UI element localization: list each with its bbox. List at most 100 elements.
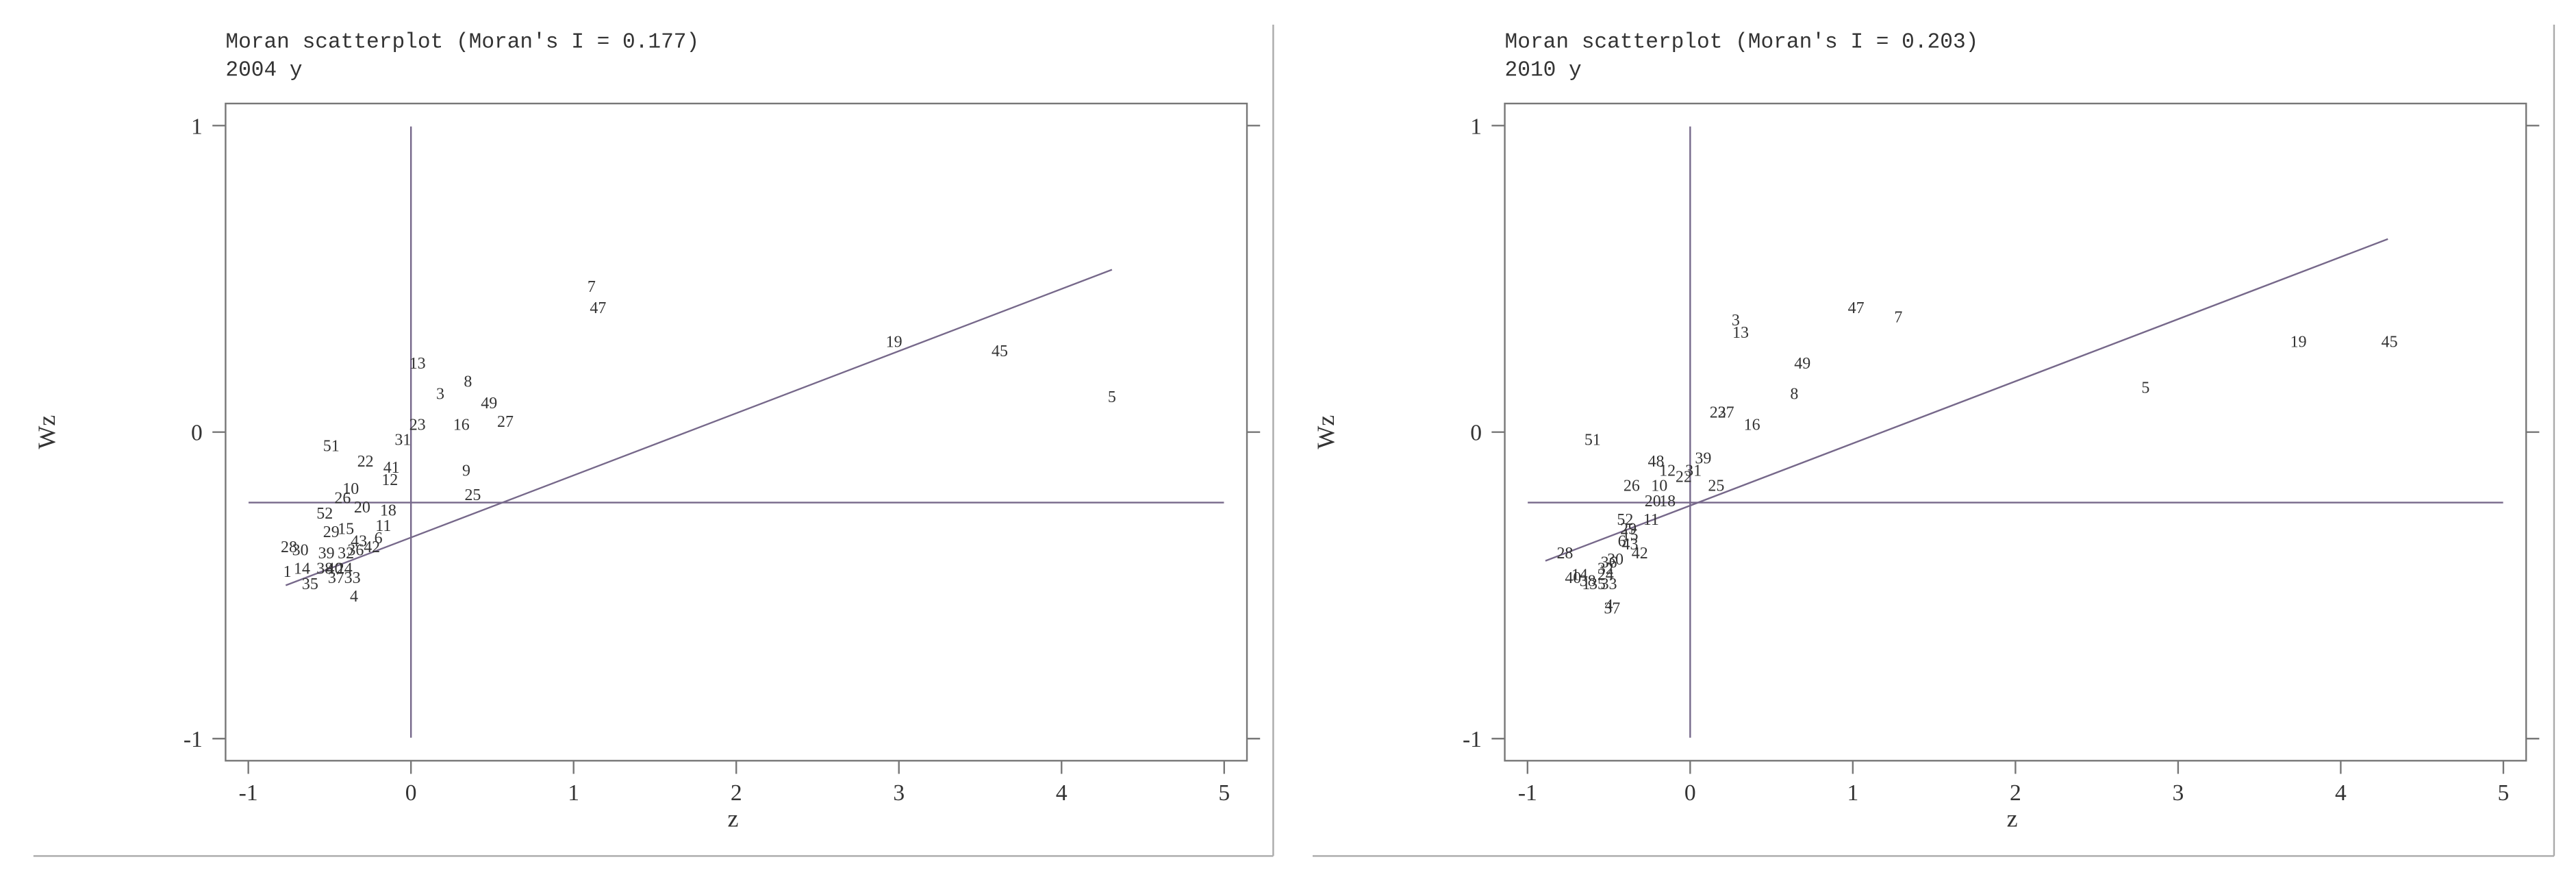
point-label: 29 [323,523,340,541]
point-label: 27 [497,413,514,431]
point-label: 28 [281,538,297,556]
x-tick-label: 2 [731,780,742,806]
y-tick-label: 0 [1470,421,1482,446]
point-label: 36 [347,542,364,560]
point-label: 10 [1651,478,1667,495]
point-label: 6 [375,530,383,547]
point-label: 13 [1732,324,1749,342]
point-label: 42 [364,538,380,556]
point-label: 18 [380,502,396,520]
x-axis-label: z [727,804,738,832]
point-label: 39 [1695,449,1711,467]
point-label: 25 [464,486,481,504]
point-label: 48 [1647,453,1664,471]
point-label: 25 [1708,478,1724,495]
point-label: 40 [327,560,343,578]
point-label: 49 [1794,355,1810,373]
point-label: 10 [342,480,359,498]
point-label: 14 [294,560,310,578]
point-label: 22 [1676,468,1692,486]
fit-line [285,269,1113,586]
point-label: 33 [1601,575,1617,593]
point-label: 16 [1744,416,1760,434]
point-label: 19 [886,333,902,351]
point-label: 11 [375,517,391,535]
point-label: 35 [1589,575,1606,593]
point-label: 38 [316,560,333,578]
x-tick-label: 1 [568,780,579,806]
point-label: 31 [1685,462,1702,480]
point-label: 1 [1582,575,1590,593]
point-label: 41 [383,459,400,477]
point-label: 4 [1605,597,1613,615]
point-label: 30 [292,542,309,560]
point-label: 3 [1732,312,1740,330]
point-label: 8 [1790,386,1798,404]
y-axis-label: Wz [1312,415,1339,449]
x-tick-label: 2 [2010,780,2021,806]
x-tick-label: 5 [1218,780,1230,806]
plot-frame [225,102,1248,762]
point-label: 32 [338,545,354,562]
point-label: 20 [354,499,370,517]
point-label: 15 [338,520,354,538]
point-label: 45 [992,343,1008,360]
point-label: 24 [336,560,353,578]
x-tick-label: 0 [405,780,417,806]
point-label: 12 [1659,462,1676,480]
point-label: 28 [1556,545,1573,562]
chart-subtitle: 2010 y [1505,58,1582,82]
point-label: 12 [381,471,398,489]
point-label: 32 [1598,560,1614,578]
point-label: 23 [1710,404,1726,421]
x-tick-label: 5 [2498,780,2510,806]
point-label: 13 [409,355,426,373]
x-tick-label: 4 [2335,780,2347,806]
x-tick-label: 1 [1847,780,1858,806]
x-tick-label: 4 [1056,780,1068,806]
x-tick-label: -1 [239,780,258,806]
point-label: 18 [1659,493,1676,510]
point-label: 7 [588,278,596,296]
x-axis-label: z [2007,804,2018,832]
point-label: 47 [1848,299,1865,317]
point-label: 31 [394,432,411,449]
point-label: 38 [1580,572,1596,590]
point-label: 45 [2382,333,2398,351]
point-label: 37 [328,569,344,587]
x-tick-label: 0 [1684,780,1696,806]
point-label: 29 [1620,520,1637,538]
point-label: 9 [462,462,470,480]
point-label: 20 [1645,493,1661,510]
chart-title: Moran scatterplot (Moran's I = 0.203) [1505,31,1979,55]
point-label: 40 [1565,569,1581,587]
point-label: 23 [409,416,426,434]
point-label: 5 [2141,380,2149,397]
chart-title: Moran scatterplot (Moran's I = 0.177) [225,31,699,55]
point-label: 3 [436,386,444,404]
point-label: 14 [1571,566,1588,584]
point-label: 26 [1624,478,1640,495]
point-label: 43 [351,532,367,550]
point-label: 35 [302,575,318,593]
point-label: 49 [481,395,497,412]
y-tick-label: -1 [184,727,203,752]
x-tick-label: 3 [2173,780,2184,806]
point-label: 42 [1632,545,1648,562]
point-label: 51 [323,438,340,456]
point-label: 36 [1601,554,1617,572]
point-label: 37 [1604,600,1620,618]
point-label: 26 [334,490,351,508]
point-label: 11 [1643,511,1659,529]
point-label: 24 [1598,566,1614,584]
y-axis-label: Wz [33,415,60,449]
point-label: 27 [1718,404,1734,421]
point-label: 39 [318,545,335,562]
point-label: 19 [2290,333,2307,351]
y-tick-label: 0 [191,421,203,446]
point-label: 47 [590,299,606,317]
point-label: 1 [283,563,292,581]
point-label: 4 [350,588,358,606]
chart-subtitle: 2004 y [225,58,302,82]
